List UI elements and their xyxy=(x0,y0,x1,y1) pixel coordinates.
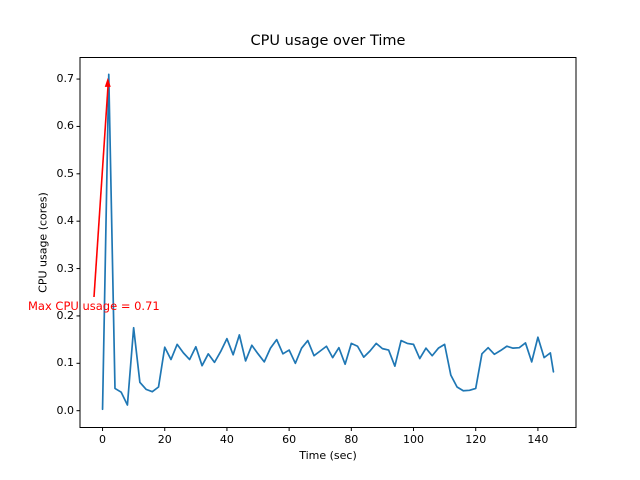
axes-spines xyxy=(79,57,577,428)
x-axis-label: Time (sec) xyxy=(299,449,357,462)
max-annotation-text: Max CPU usage = 0.71 xyxy=(28,299,160,313)
y-tick-label: 0.2 xyxy=(56,308,75,322)
x-tick-label: 60 xyxy=(282,433,297,446)
x-tick-label: 40 xyxy=(219,433,234,446)
chart-title: CPU usage over Time xyxy=(250,33,406,49)
y-tick-label: 0.4 xyxy=(56,214,75,228)
cpu-usage-line xyxy=(101,73,555,411)
x-tick-label: 20 xyxy=(157,433,172,446)
x-tick-label: 120 xyxy=(465,433,487,446)
y-tick-label: 0.6 xyxy=(56,119,75,133)
y-tick-label: 0.1 xyxy=(56,356,75,370)
y-tick-label: 0.0 xyxy=(56,403,75,417)
x-tick-label: 100 xyxy=(403,433,425,446)
y-tick-label: 0.3 xyxy=(56,261,75,275)
x-tick-label: 140 xyxy=(527,433,549,446)
x-tick-label: 0 xyxy=(99,433,107,446)
y-tick-label: 0.7 xyxy=(56,72,75,86)
annotation-arrow-head xyxy=(104,77,111,87)
annotation-arrow-shaft xyxy=(93,83,109,298)
x-tick-label: 80 xyxy=(344,433,359,446)
y-tick-label: 0.5 xyxy=(56,166,75,180)
